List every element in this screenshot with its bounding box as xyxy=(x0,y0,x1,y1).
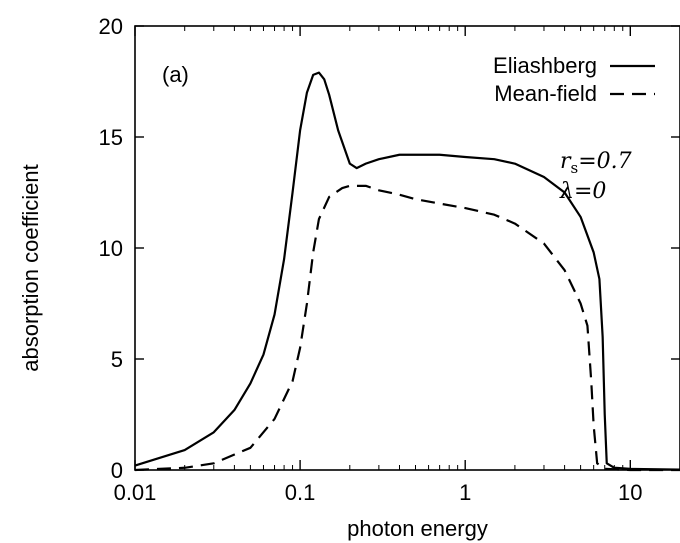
plot-frame xyxy=(134,25,680,471)
rs-symbol: r xyxy=(560,149,572,174)
parameter-annotation: rs=0.7 λ=0 xyxy=(559,149,632,204)
x-tick-label: 1 xyxy=(459,480,471,505)
x-tick-label: 0.01 xyxy=(114,480,157,505)
legend: Eliashberg Mean-field xyxy=(493,53,655,106)
y-tick-label: 15 xyxy=(99,125,123,150)
rs-annotation: rs=0.7 xyxy=(560,149,632,177)
y-axis-title: absorption coefficient xyxy=(18,164,43,372)
x-tick-label: 0.1 xyxy=(285,480,316,505)
x-tick-label: 10 xyxy=(618,480,642,505)
axis-ticks xyxy=(134,25,680,471)
tick-labels: 0 5 10 15 20 0.01 0.1 1 10 xyxy=(99,14,643,505)
y-tick-label: 10 xyxy=(99,236,123,261)
y-tick-label: 0 xyxy=(111,458,123,483)
legend-label: Mean-field xyxy=(494,81,597,106)
y-tick-label: 20 xyxy=(99,14,123,39)
rs-subscript: s xyxy=(571,159,579,177)
x-axis-title: photon energy xyxy=(347,516,488,541)
rs-value: =0.7 xyxy=(578,149,631,174)
lambda-annotation: λ=0 xyxy=(559,179,606,204)
y-tick-label: 5 xyxy=(111,347,123,372)
series-line-mean-field xyxy=(134,184,680,472)
panel-label: (a) xyxy=(162,62,189,87)
series-line-eliashberg xyxy=(134,71,680,471)
legend-label: Eliashberg xyxy=(493,53,597,78)
series-layer xyxy=(134,71,680,472)
